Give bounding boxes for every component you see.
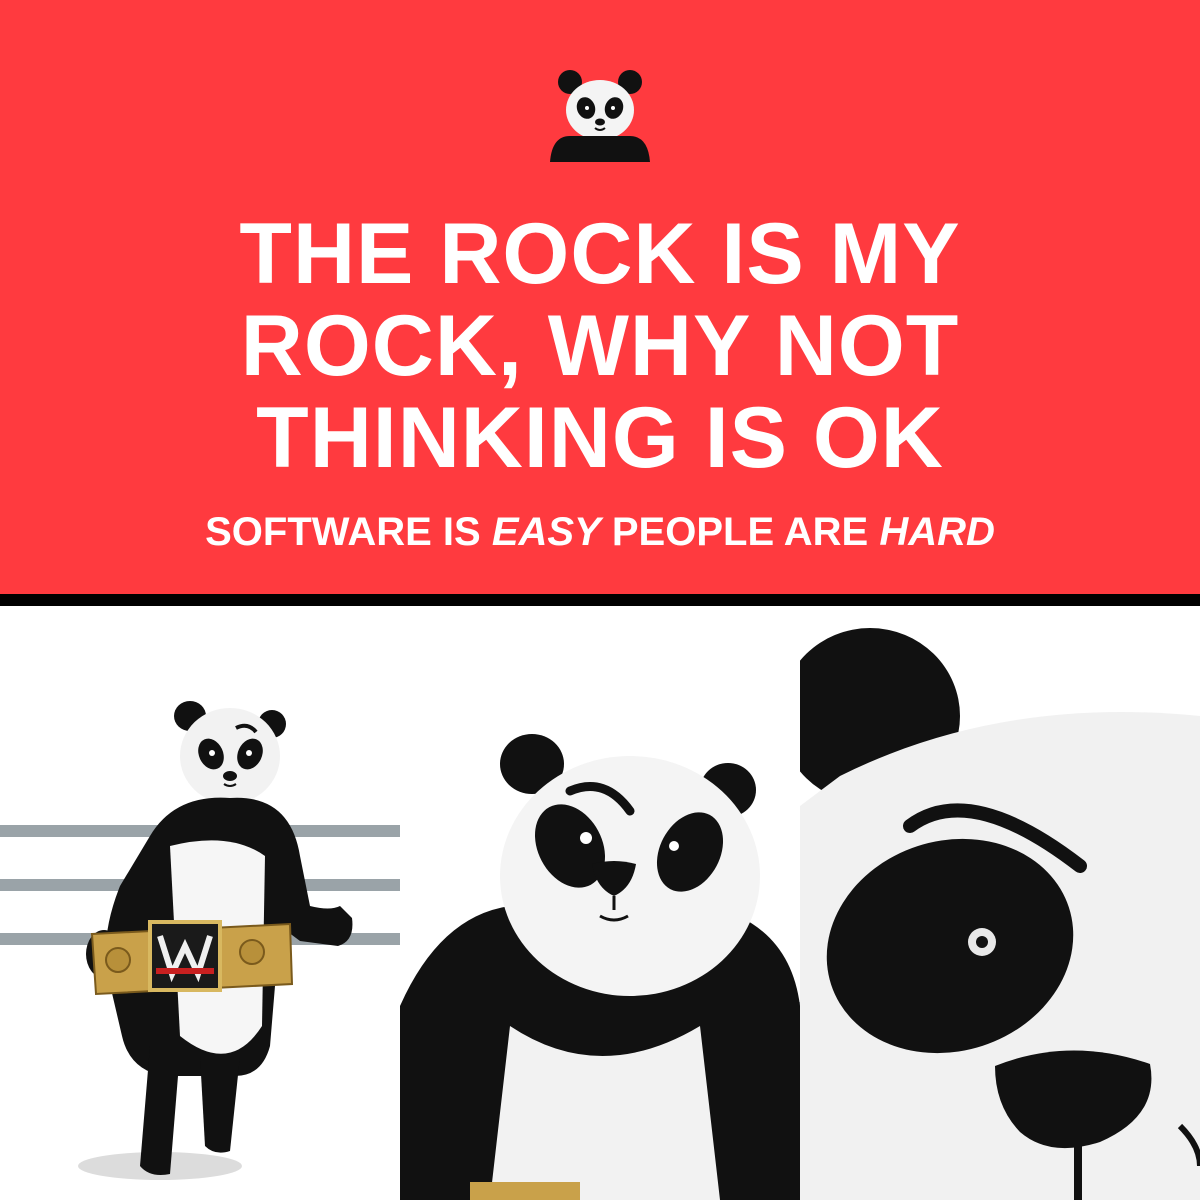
image-panel-closeup — [800, 606, 1200, 1200]
panda-wrestler-medium-icon — [400, 734, 800, 1200]
title-line-1: THE ROCK IS MY — [239, 206, 961, 302]
subtitle-emphasis-easy: EASY — [491, 510, 601, 554]
divider — [0, 594, 1200, 606]
image-panel-full — [0, 606, 400, 1200]
panda-wrestler-full-icon — [0, 701, 400, 1180]
subtitle: SOFTWARE IS EASY PEOPLE ARE HARD — [0, 508, 1200, 556]
subtitle-emphasis-hard: HARD — [879, 510, 995, 554]
page-title: THE ROCK IS MY ROCK, WHY NOT THINKING IS… — [0, 208, 1200, 484]
title-line-2: ROCK, WHY NOT — [240, 298, 960, 394]
panda-logo-icon — [550, 70, 650, 162]
image-panel-medium — [400, 606, 800, 1200]
panda-face-closeup-icon — [800, 606, 1200, 1200]
header-banner: THE ROCK IS MY ROCK, WHY NOT THINKING IS… — [0, 0, 1200, 594]
title-line-3: THINKING IS OK — [256, 390, 944, 486]
subtitle-part-1: SOFTWARE IS — [205, 510, 492, 554]
subtitle-part-2: PEOPLE ARE — [600, 510, 880, 554]
